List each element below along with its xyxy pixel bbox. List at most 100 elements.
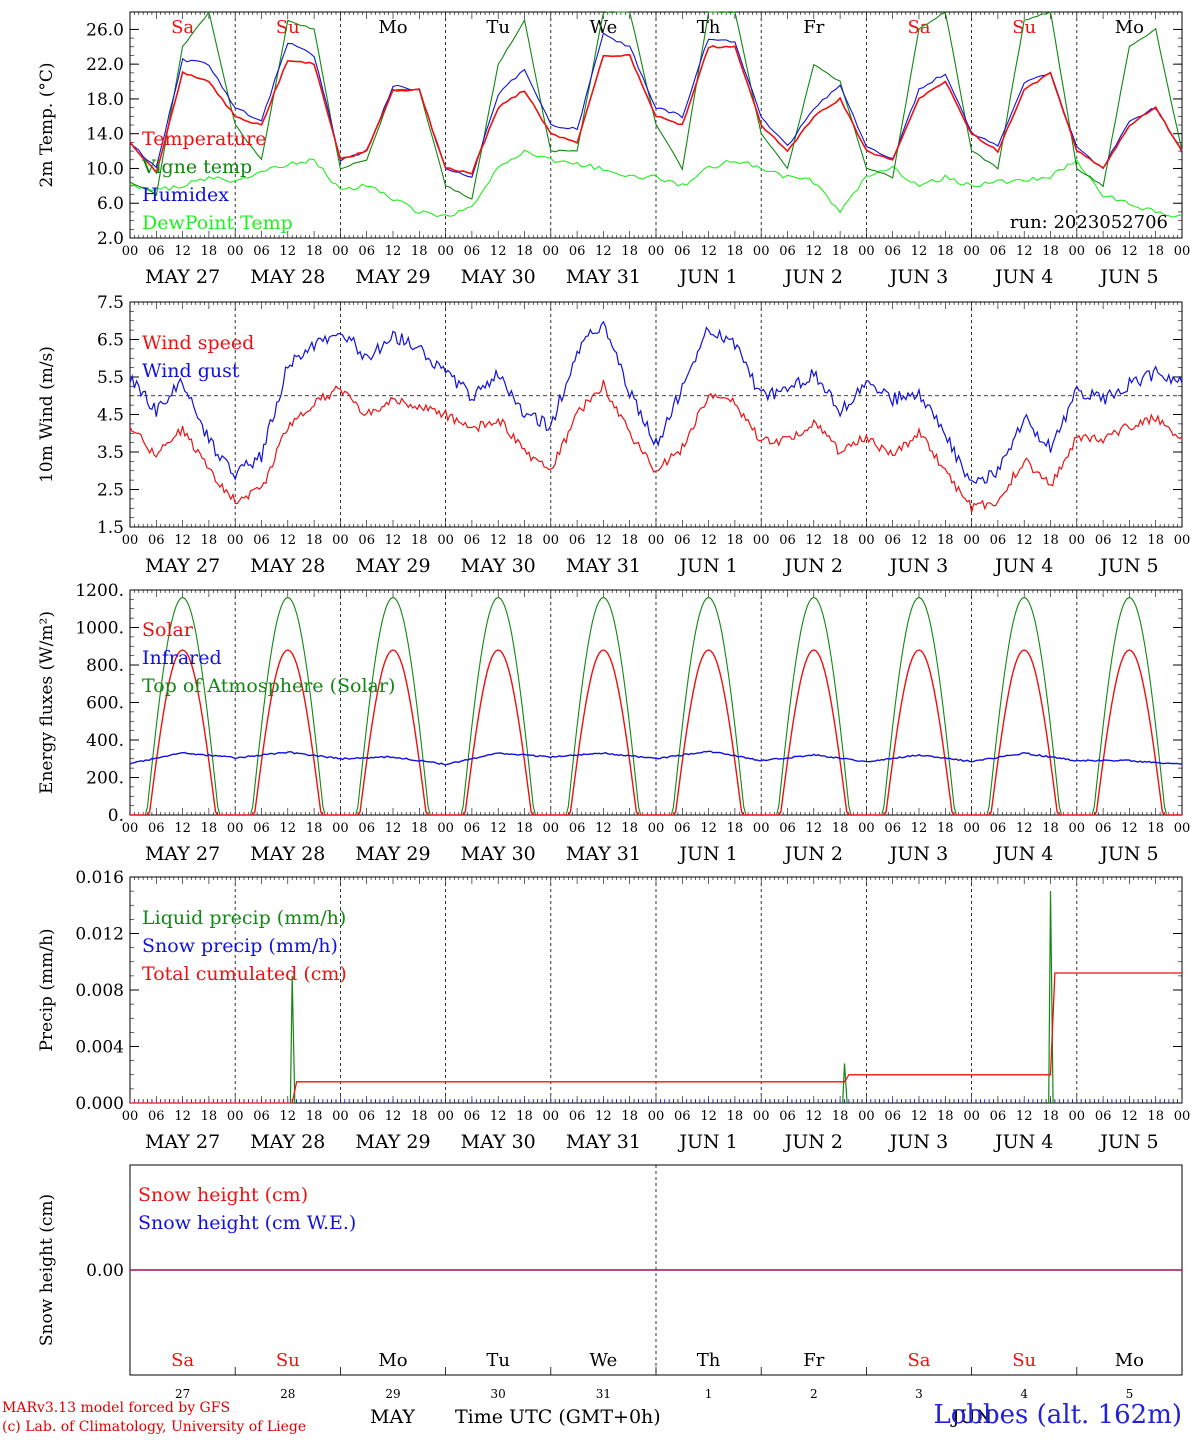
hour-tick-label: 12 (174, 1109, 191, 1124)
date-label: MAY 30 (461, 266, 536, 288)
hour-tick-label: 12 (280, 244, 297, 259)
hour-tick-label: 12 (174, 533, 191, 548)
hour-tick-label: 12 (1016, 533, 1033, 548)
hour-tick-label: 18 (516, 1109, 533, 1124)
hour-tick-label: 18 (201, 821, 218, 836)
hour-tick-label: 06 (358, 533, 375, 548)
y-tick-label: 1000. (75, 619, 124, 639)
station-label: Lobbes (alt. 162m) (933, 1400, 1182, 1430)
legend-entry: Temperature (142, 128, 266, 150)
series-line-humidex (129, 32, 1183, 178)
hour-tick-label: 12 (385, 533, 402, 548)
y-tick-label: 5.5 (97, 368, 124, 388)
hour-tick-label: 06 (148, 533, 165, 548)
hour-tick-label: 06 (884, 1109, 901, 1124)
hour-tick-label: 12 (911, 533, 928, 548)
y-tick-label: 200. (86, 769, 124, 789)
date-label: JUN 2 (783, 266, 843, 288)
date-label: MAY 29 (355, 555, 430, 577)
hour-tick-label: 00 (227, 1109, 244, 1124)
liquid-precip-spike (289, 975, 296, 1104)
weekday-label: Sa (171, 17, 194, 38)
weekday-label: Fr (803, 17, 824, 38)
y-tick-label: 0.004 (75, 1038, 124, 1058)
hour-tick-label: 18 (832, 244, 849, 259)
legend-entry: DewPoint Temp (142, 212, 293, 234)
hour-tick-label: 06 (464, 533, 481, 548)
hour-tick-label: 06 (884, 244, 901, 259)
hour-tick-label: 06 (253, 533, 270, 548)
legend-entry: Solar (142, 619, 194, 641)
series-line-wind-speed (129, 379, 1183, 513)
hour-tick-label: 18 (727, 1109, 744, 1124)
legend-entry: Wind gust (142, 360, 240, 382)
legend-entry: Snow precip (mm/h) (142, 935, 338, 957)
date-label: MAY 30 (461, 1131, 536, 1153)
hour-tick-label: 00 (963, 821, 980, 836)
hour-tick-label: 00 (753, 821, 770, 836)
hour-tick-label: 00 (1174, 1109, 1191, 1124)
hour-tick-label: 18 (306, 821, 323, 836)
legend-entry: Top of Atmosphere (Solar) (142, 675, 395, 697)
hour-tick-label: 06 (253, 244, 270, 259)
legend-entry: Liquid precip (mm/h) (142, 907, 346, 929)
hour-tick-label: 00 (753, 1109, 770, 1124)
weekday-label: Tu (486, 1350, 510, 1371)
hour-tick-label: 18 (832, 821, 849, 836)
legend-entry: Humidex (142, 184, 229, 206)
y-tick-label: 800. (86, 656, 124, 676)
hour-tick-label: 18 (306, 244, 323, 259)
month-label-may: MAY (370, 1406, 415, 1428)
series-line-dewpoint-temp (129, 149, 1183, 218)
hour-tick-label: 00 (543, 244, 560, 259)
hour-tick-label: 18 (516, 821, 533, 836)
hour-tick-label: 12 (806, 1109, 823, 1124)
hour-tick-label: 06 (779, 821, 796, 836)
weekday-label: Th (697, 17, 721, 38)
hour-tick-label: 18 (201, 244, 218, 259)
day-number-label: 29 (385, 1387, 400, 1401)
date-label: JUN 4 (993, 266, 1053, 288)
weekday-label: Su (1012, 1350, 1036, 1371)
hour-tick-label: 00 (1069, 244, 1086, 259)
weekday-label: Sa (907, 1350, 930, 1371)
hour-tick-label: 00 (332, 244, 349, 259)
day-number-label: 4 (1020, 1387, 1028, 1401)
y-tick-label: 10.0 (86, 159, 124, 179)
run-annotation: run: 2023052706 (1010, 212, 1168, 233)
hour-tick-label: 00 (648, 533, 665, 548)
hour-tick-label: 18 (937, 1109, 954, 1124)
y-tick-label: 2.5 (97, 481, 124, 501)
y-tick-label: 6.0 (97, 194, 124, 214)
hour-tick-label: 00 (437, 533, 454, 548)
hour-tick-label: 12 (1121, 244, 1138, 259)
date-label: MAY 27 (145, 843, 220, 865)
date-label: MAY 30 (461, 843, 536, 865)
day-number-label: 1 (705, 1387, 713, 1401)
y-tick-label: 0.016 (75, 868, 124, 888)
hour-tick-label: 12 (280, 1109, 297, 1124)
series-line-solar (130, 649, 1182, 816)
hour-tick-label: 00 (227, 533, 244, 548)
date-label: MAY 29 (355, 266, 430, 288)
panel-1 (129, 11, 1183, 239)
hour-tick-label: 06 (358, 244, 375, 259)
date-label: MAY 30 (461, 555, 536, 577)
hour-tick-label: 12 (700, 533, 717, 548)
hour-tick-label: 06 (253, 821, 270, 836)
hour-tick-label: 00 (858, 533, 875, 548)
hour-tick-label: 12 (490, 244, 507, 259)
hour-tick-label: 12 (490, 821, 507, 836)
date-label: JUN 1 (677, 555, 737, 577)
hour-tick-label: 18 (201, 533, 218, 548)
hour-tick-label: 18 (516, 533, 533, 548)
hour-tick-label: 12 (1121, 1109, 1138, 1124)
date-label: JUN 2 (783, 843, 843, 865)
weekday-label: Su (1012, 17, 1036, 38)
date-label: JUN 5 (1098, 843, 1158, 865)
hour-tick-label: 06 (990, 1109, 1007, 1124)
y-tick-label: 26.0 (86, 20, 124, 40)
series-line-wind-gust (129, 320, 1183, 485)
hour-tick-label: 06 (674, 821, 691, 836)
